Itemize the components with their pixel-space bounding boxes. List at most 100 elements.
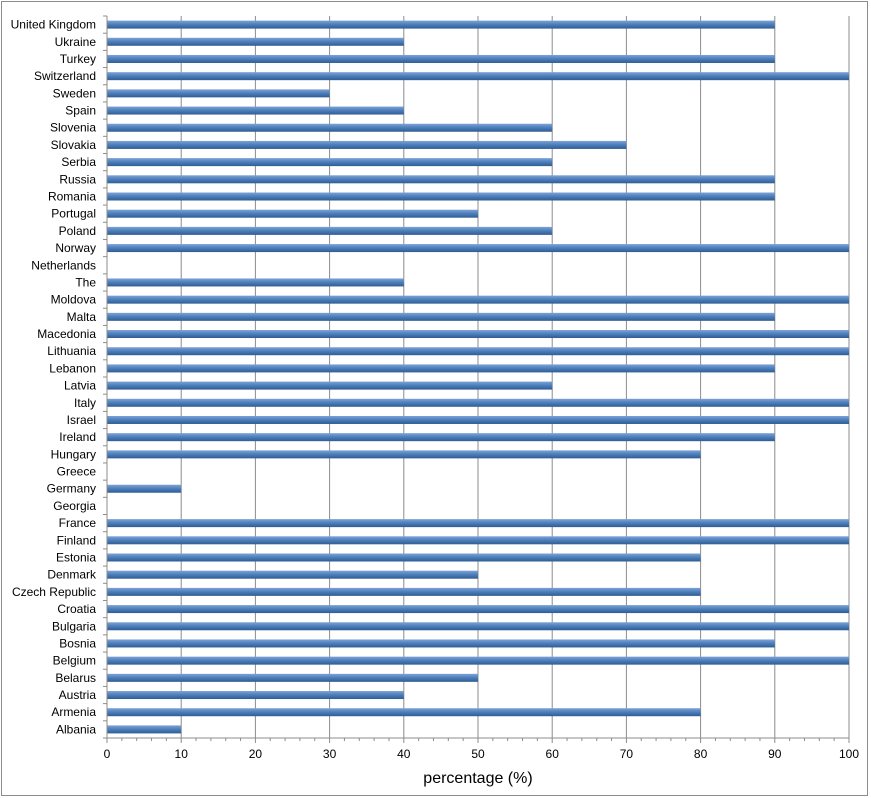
- x-tick-labels: 0 10 20 30 40 50 60 70 80 90 100: [104, 747, 860, 761]
- x-tick-label: 90: [768, 747, 782, 761]
- category-label: Finland: [57, 533, 96, 547]
- bar: [107, 381, 553, 390]
- category-label: Hungary: [51, 447, 96, 461]
- x-tick-label: 40: [397, 747, 411, 761]
- x-tick-label: 50: [471, 747, 485, 761]
- bar: [107, 140, 627, 149]
- category-label: Moldova: [51, 293, 97, 307]
- category-label: Greece: [57, 465, 97, 479]
- category-label: Czech Republic: [12, 585, 96, 599]
- category-label: Belgium: [53, 654, 96, 668]
- bar: [107, 192, 775, 201]
- bar: [107, 570, 478, 579]
- category-labels: United Kingdom Ukraine Turkey Switzerland Sw…: [11, 18, 97, 737]
- bar: [107, 605, 849, 614]
- bar: [107, 175, 775, 184]
- category-label: Georgia: [53, 499, 96, 513]
- category-label: Slovakia: [51, 138, 97, 152]
- bar: [107, 106, 404, 115]
- category-label: Norway: [55, 241, 96, 255]
- category-label: The: [75, 275, 96, 289]
- category-label: Germany: [47, 482, 96, 496]
- bar: [107, 673, 478, 682]
- category-label: Macedonia: [37, 327, 96, 341]
- bar: [107, 622, 849, 631]
- category-label: Latvia: [64, 379, 96, 393]
- bar: [107, 433, 775, 442]
- bar: [107, 37, 404, 46]
- bar: [107, 415, 849, 424]
- bar: [107, 656, 849, 665]
- category-label: Poland: [59, 224, 96, 238]
- category-label: Serbia: [61, 155, 96, 169]
- category-label: Lebanon: [49, 361, 96, 375]
- bar: [107, 725, 182, 734]
- category-label: Romania: [48, 190, 96, 204]
- bar: [107, 364, 775, 373]
- x-tick-label: 100: [839, 747, 859, 761]
- x-tick-label: 20: [249, 747, 263, 761]
- category-label: Russia: [59, 172, 96, 186]
- bar: [107, 398, 849, 407]
- category-label: Ukraine: [55, 35, 97, 49]
- category-label: Israel: [67, 413, 96, 427]
- category-label: Italy: [74, 396, 96, 410]
- bar: [107, 587, 701, 596]
- category-label: Slovenia: [50, 121, 96, 135]
- category-label: Austria: [59, 688, 97, 702]
- x-axis-title: percentage (%): [423, 770, 532, 787]
- category-label: Ireland: [59, 430, 96, 444]
- bar: [107, 347, 849, 356]
- bar: [107, 89, 330, 98]
- category-label: Turkey: [60, 52, 96, 66]
- bar: [107, 244, 849, 253]
- bar: [107, 708, 701, 717]
- bar: [107, 54, 775, 63]
- category-label: Belarus: [55, 671, 96, 685]
- axes: [103, 15, 850, 743]
- category-label: Croatia: [57, 602, 96, 616]
- category-label: Malta: [67, 310, 97, 324]
- category-label: Bulgaria: [52, 619, 96, 633]
- category-label: Estonia: [56, 551, 96, 565]
- category-label: Albania: [56, 722, 96, 736]
- x-tick-label: 0: [104, 747, 111, 761]
- bar: [107, 123, 553, 132]
- bars: [107, 20, 849, 734]
- category-label: Armenia: [51, 705, 96, 719]
- bar: [107, 158, 553, 167]
- bar: [107, 312, 775, 321]
- bar: [107, 72, 849, 81]
- x-tick-label: 60: [546, 747, 560, 761]
- x-tick-label: 80: [694, 747, 708, 761]
- gridlines: [180, 16, 850, 738]
- bar: [107, 639, 775, 648]
- category-label: France: [59, 516, 97, 530]
- x-tick-label: 30: [323, 747, 337, 761]
- x-tick-label: 10: [175, 747, 189, 761]
- bar: [107, 226, 553, 235]
- bar: [107, 278, 404, 287]
- bar: [107, 209, 478, 218]
- bar: [107, 330, 849, 339]
- category-label: Netherlands: [31, 258, 96, 272]
- category-label: Denmark: [47, 568, 97, 582]
- bar: [107, 295, 849, 304]
- bar: [107, 450, 701, 459]
- category-label: Portugal: [51, 207, 96, 221]
- category-label: United Kingdom: [11, 18, 96, 32]
- bar: [107, 20, 775, 29]
- bar: [107, 536, 849, 545]
- x-tick-label: 70: [620, 747, 634, 761]
- category-label: Lithuania: [47, 344, 96, 358]
- category-label: Bosnia: [59, 636, 96, 650]
- bar: [107, 553, 701, 562]
- category-label: Spain: [65, 104, 96, 118]
- bar: [107, 484, 182, 493]
- bar: [107, 519, 849, 528]
- category-label: Sweden: [53, 86, 96, 100]
- bar: [107, 691, 404, 700]
- category-label: Switzerland: [34, 69, 96, 83]
